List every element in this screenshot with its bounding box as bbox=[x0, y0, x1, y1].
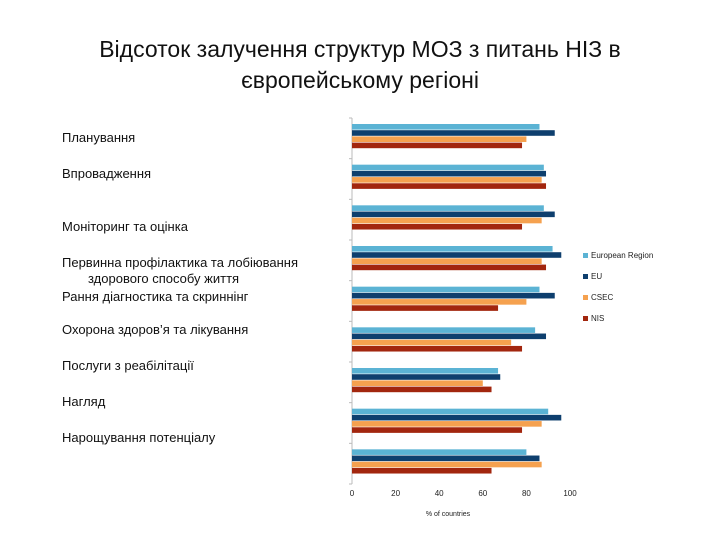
bar-eu bbox=[352, 130, 555, 136]
x-tick-label: 20 bbox=[391, 489, 400, 498]
bar-nis bbox=[352, 264, 547, 271]
x-axis-title: % of countries bbox=[426, 511, 471, 518]
bar-nis bbox=[352, 427, 523, 433]
bar-csec bbox=[352, 299, 527, 305]
x-tick-label: 0 bbox=[350, 489, 355, 498]
bar-nis bbox=[352, 345, 523, 352]
bar-csec bbox=[352, 461, 542, 468]
bar-nis bbox=[352, 142, 523, 149]
bar-european-region bbox=[352, 368, 499, 374]
legend-swatch bbox=[583, 274, 588, 279]
bar-nis bbox=[352, 183, 547, 189]
bar-european-region bbox=[352, 286, 540, 293]
category-label: Охорона здоров’я та лікування bbox=[62, 322, 249, 337]
category-label: Рання діагностика та скриннінг bbox=[62, 289, 249, 304]
bar-csec bbox=[352, 136, 527, 142]
bar-eu bbox=[352, 170, 547, 177]
x-tick-label: 60 bbox=[478, 489, 487, 498]
bar-european-region bbox=[352, 124, 540, 130]
x-tick-label: 80 bbox=[522, 489, 531, 498]
legend-label: CSEC bbox=[591, 293, 613, 302]
bar-european-region bbox=[352, 449, 527, 455]
chart-bars bbox=[352, 124, 562, 474]
legend-swatch bbox=[583, 253, 588, 258]
x-tick-label: 40 bbox=[435, 489, 444, 498]
x-tick-label: 100 bbox=[563, 489, 577, 498]
bar-csec bbox=[352, 339, 512, 346]
legend-swatch bbox=[583, 295, 588, 300]
bar-nis bbox=[352, 223, 523, 230]
bar-csec bbox=[352, 258, 542, 264]
legend-label: EU bbox=[591, 272, 602, 281]
category-label: Послуги з реабілітації bbox=[62, 358, 194, 373]
category-label: Планування bbox=[62, 130, 136, 145]
legend-swatch bbox=[583, 316, 588, 321]
bar-nis bbox=[352, 386, 492, 393]
page-title: Відсоток залучення структур МОЗ з питань… bbox=[99, 36, 621, 93]
bar-csec bbox=[352, 421, 542, 427]
bar-eu bbox=[352, 211, 555, 218]
chart-axes bbox=[349, 117, 353, 485]
bar-csec bbox=[352, 380, 483, 386]
bar-csec bbox=[352, 217, 542, 224]
chart-legend: European Region EU CSEC NIS bbox=[583, 251, 653, 323]
bar-eu bbox=[352, 292, 555, 299]
category-label-wrapped: Первинна профілактика та лобіювання здор… bbox=[62, 255, 299, 286]
bar-european-region bbox=[352, 408, 549, 415]
bar-csec bbox=[352, 177, 542, 183]
legend-label: European Region bbox=[591, 251, 653, 260]
bar-european-region bbox=[352, 164, 544, 171]
x-tick-labels: 0 20 40 60 80 100 bbox=[350, 489, 577, 498]
legend-label: NIS bbox=[591, 314, 604, 323]
bar-nis bbox=[352, 467, 492, 474]
bar-european-region bbox=[352, 205, 544, 211]
bar-eu bbox=[352, 252, 562, 258]
bar-eu bbox=[352, 414, 562, 421]
bar-eu bbox=[352, 374, 501, 380]
category-label: Впровадження bbox=[62, 166, 152, 181]
bar-nis bbox=[352, 305, 499, 311]
bar-european-region bbox=[352, 327, 536, 333]
bar-european-region bbox=[352, 246, 553, 252]
category-label: Моніторинг та оцінка bbox=[62, 219, 188, 234]
bar-eu bbox=[352, 455, 540, 462]
category-label: Нагляд bbox=[62, 394, 106, 409]
category-label: Нарощування потенціалу bbox=[62, 430, 216, 445]
bar-eu bbox=[352, 333, 547, 340]
